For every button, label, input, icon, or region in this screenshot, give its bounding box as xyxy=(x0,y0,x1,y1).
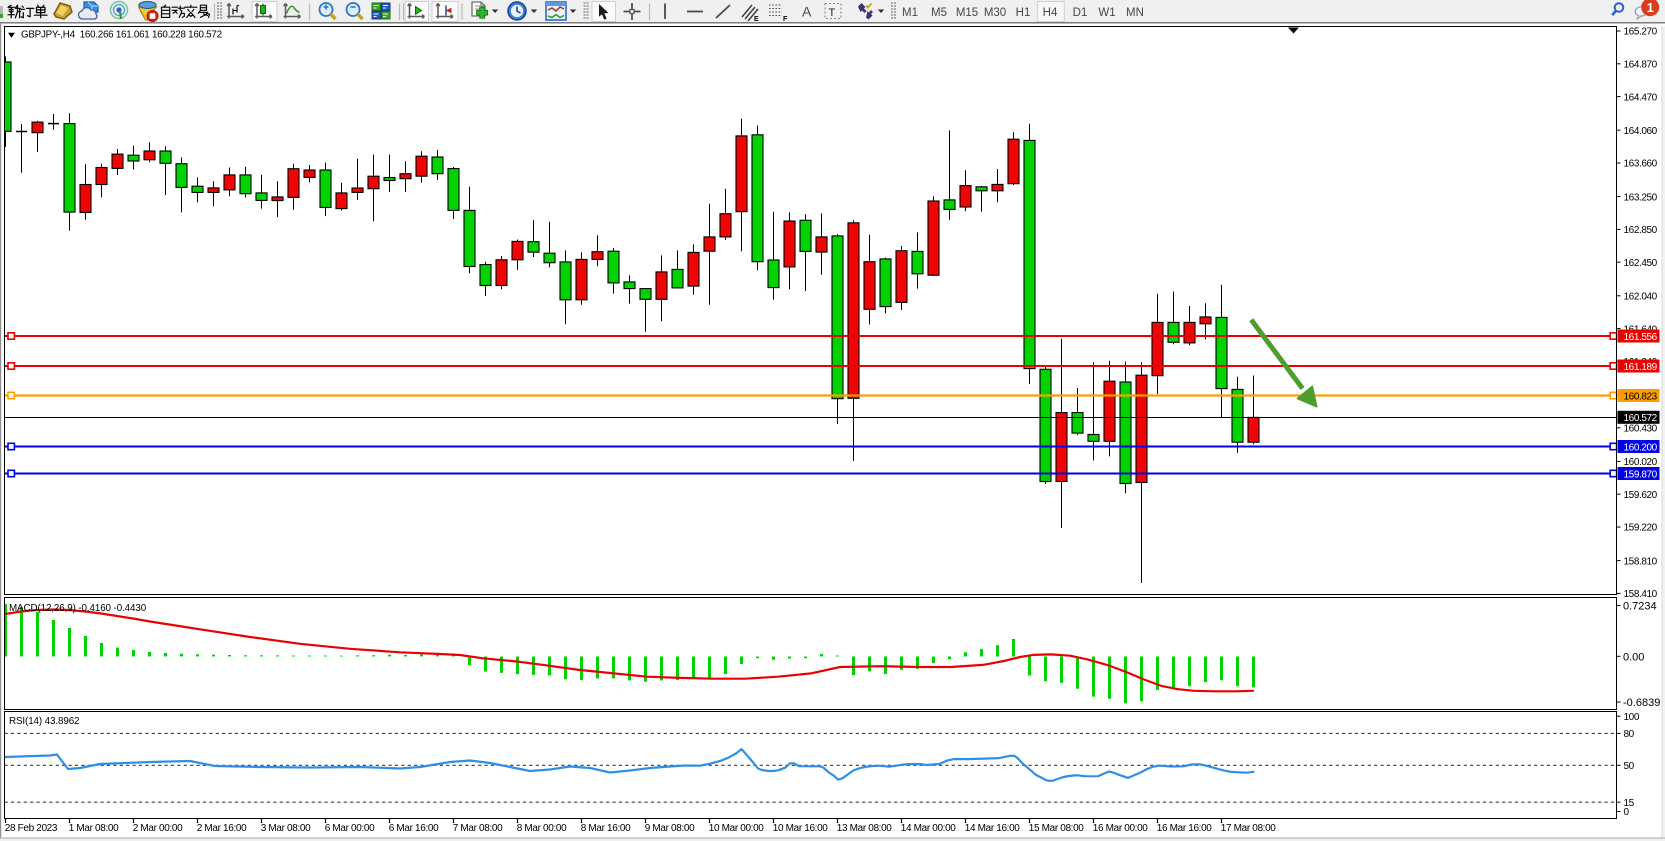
svg-text:6 Mar 16:00: 6 Mar 16:00 xyxy=(389,823,439,834)
svg-text:6 Mar 00:00: 6 Mar 00:00 xyxy=(325,823,375,834)
svg-text:14 Mar 16:00: 14 Mar 16:00 xyxy=(965,823,1021,834)
svg-text:8 Mar 16:00: 8 Mar 16:00 xyxy=(581,823,631,834)
svg-text:H4: H4 xyxy=(1043,7,1058,19)
svg-text:160.572: 160.572 xyxy=(1624,413,1658,424)
svg-text:M30: M30 xyxy=(984,7,1006,19)
svg-text:100: 100 xyxy=(1624,712,1640,723)
svg-text:161.556: 161.556 xyxy=(1624,332,1658,343)
svg-text:160.823: 160.823 xyxy=(1624,391,1658,402)
svg-text:H1: H1 xyxy=(1016,7,1031,19)
svg-text:159.220: 159.220 xyxy=(1624,523,1658,534)
svg-text:2 Mar 00:00: 2 Mar 00:00 xyxy=(133,823,183,834)
svg-text:28 Feb 2023: 28 Feb 2023 xyxy=(5,823,58,834)
svg-text:2 Mar 16:00: 2 Mar 16:00 xyxy=(197,823,247,834)
svg-text:15 Mar 08:00: 15 Mar 08:00 xyxy=(1029,823,1085,834)
svg-text:17 Mar 08:00: 17 Mar 08:00 xyxy=(1221,823,1277,834)
svg-text:160.020: 160.020 xyxy=(1624,457,1658,468)
svg-text:3 Mar 08:00: 3 Mar 08:00 xyxy=(261,823,311,834)
svg-text:13 Mar 08:00: 13 Mar 08:00 xyxy=(837,823,893,834)
svg-text:1 Mar 08:00: 1 Mar 08:00 xyxy=(69,823,119,834)
svg-text:M5: M5 xyxy=(931,7,947,19)
svg-text:1: 1 xyxy=(1647,1,1654,15)
svg-text:14 Mar 00:00: 14 Mar 00:00 xyxy=(901,823,957,834)
svg-text:GBPJPY-,H4 160.266 161.061 16: GBPJPY-,H4 160.266 161.061 160.228 160.5… xyxy=(21,30,222,41)
svg-text:MN: MN xyxy=(1126,7,1144,19)
svg-text:80: 80 xyxy=(1624,729,1635,740)
svg-text:0.00: 0.00 xyxy=(1623,651,1644,663)
svg-text:162.450: 162.450 xyxy=(1624,258,1658,269)
svg-text:9 Mar 08:00: 9 Mar 08:00 xyxy=(645,823,695,834)
svg-text:160.200: 160.200 xyxy=(1624,442,1658,453)
svg-text:10 Mar 16:00: 10 Mar 16:00 xyxy=(773,823,829,834)
svg-text:A: A xyxy=(802,4,812,20)
svg-text:D1: D1 xyxy=(1073,7,1088,19)
svg-text:161.189: 161.189 xyxy=(1624,362,1658,373)
svg-text:W1: W1 xyxy=(1098,7,1115,19)
svg-text:50: 50 xyxy=(1624,761,1635,772)
svg-text:M1: M1 xyxy=(902,7,918,19)
svg-text:163.250: 163.250 xyxy=(1624,192,1658,203)
svg-text:MACD(12,26,9) -0.4160 -0.4430: MACD(12,26,9) -0.4160 -0.4430 xyxy=(9,603,147,614)
svg-text:0: 0 xyxy=(1624,807,1630,818)
svg-text:T: T xyxy=(829,7,836,19)
svg-text:159.620: 159.620 xyxy=(1624,490,1658,501)
svg-text:158.410: 158.410 xyxy=(1624,589,1658,600)
svg-text:M15: M15 xyxy=(956,7,978,19)
svg-text:164.870: 164.870 xyxy=(1624,60,1658,71)
svg-text:164.060: 164.060 xyxy=(1624,126,1658,137)
svg-text:158.810: 158.810 xyxy=(1624,556,1658,567)
svg-text:162.040: 162.040 xyxy=(1624,292,1658,303)
svg-text:10 Mar 00:00: 10 Mar 00:00 xyxy=(709,823,765,834)
svg-text:RSI(14) 43.8962: RSI(14) 43.8962 xyxy=(9,716,79,727)
svg-text:162.850: 162.850 xyxy=(1624,225,1658,236)
svg-text:F: F xyxy=(783,16,788,23)
svg-text:0.7234: 0.7234 xyxy=(1623,601,1657,613)
svg-text:7 Mar 08:00: 7 Mar 08:00 xyxy=(453,823,503,834)
svg-text:163.660: 163.660 xyxy=(1624,159,1658,170)
svg-text:164.470: 164.470 xyxy=(1624,92,1658,103)
svg-text:165.270: 165.270 xyxy=(1624,27,1658,38)
svg-text:-0.6839: -0.6839 xyxy=(1623,697,1660,709)
svg-text:15: 15 xyxy=(1624,798,1635,809)
svg-text:E: E xyxy=(754,16,759,23)
svg-text:8 Mar 00:00: 8 Mar 00:00 xyxy=(517,823,567,834)
svg-text:160.430: 160.430 xyxy=(1624,424,1658,435)
svg-text:159.870: 159.870 xyxy=(1624,469,1658,480)
svg-text:16 Mar 16:00: 16 Mar 16:00 xyxy=(1157,823,1213,834)
svg-text:16 Mar 00:00: 16 Mar 00:00 xyxy=(1093,823,1149,834)
